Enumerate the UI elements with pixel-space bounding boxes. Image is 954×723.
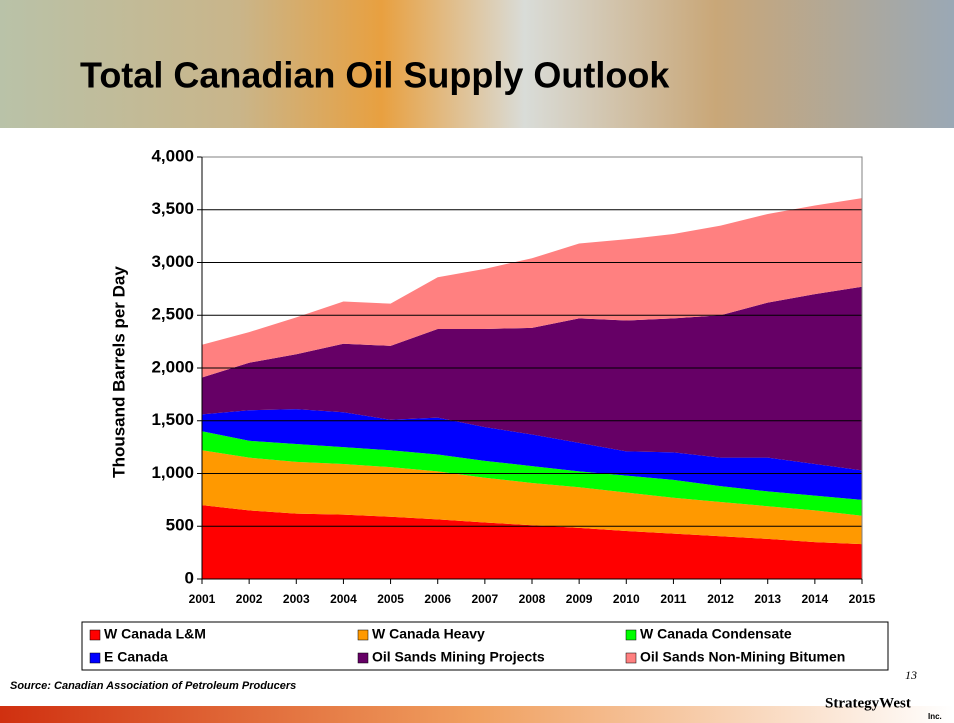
y-tick-label: 2,500 [151, 305, 194, 324]
x-tick-label: 2001 [189, 592, 216, 606]
x-tick-label: 2015 [849, 592, 876, 606]
x-tick-label: 2012 [707, 592, 734, 606]
y-tick-label: 2,000 [151, 357, 194, 376]
y-tick-label: 4,000 [151, 146, 194, 165]
logo-sub: Inc. [928, 712, 942, 721]
x-tick-label: 2006 [424, 592, 451, 606]
legend-swatch [625, 652, 637, 664]
legend-label: W Canada Condensate [640, 626, 792, 642]
footer-bar [0, 706, 954, 723]
y-tick-label: 1,500 [151, 410, 194, 429]
x-tick-label: 2003 [283, 592, 310, 606]
area [202, 286, 862, 471]
chart-title: Total Canadian Oil Supply Outlook [80, 55, 670, 96]
legend-swatch [357, 652, 369, 664]
x-tick-label: 2008 [519, 592, 546, 606]
x-tick-label: 2005 [377, 592, 404, 606]
legend-swatch [89, 629, 101, 641]
x-tick-label: 2007 [472, 592, 499, 606]
y-tick-label: 500 [166, 516, 194, 535]
x-tick-label: 2009 [566, 592, 593, 606]
y-axis-title: Thousand Barrels per Day [109, 266, 128, 478]
source-note: Source: Canadian Association of Petroleu… [10, 680, 296, 692]
area [202, 505, 862, 579]
area [202, 198, 862, 378]
legend-swatch [357, 629, 369, 641]
x-tick-label: 2004 [330, 592, 357, 606]
area [202, 409, 862, 500]
legend-swatch [89, 652, 101, 664]
legend-label: Oil Sands Mining Projects [372, 649, 545, 665]
x-tick-label: 2011 [660, 592, 686, 606]
logo: StrategyWest [825, 695, 911, 711]
x-tick-label: 2014 [802, 592, 829, 606]
x-tick-label: 2013 [754, 592, 781, 606]
legend-box [81, 621, 889, 671]
x-tick-label: 2002 [236, 592, 263, 606]
legend-label: W Canada Heavy [372, 626, 485, 642]
legend-label: W Canada L&M [104, 626, 206, 642]
y-tick-label: 1,000 [151, 463, 194, 482]
x-tick-label: 2010 [613, 592, 640, 606]
page-number: 13 [905, 668, 917, 682]
y-tick-label: 3,500 [151, 199, 194, 218]
legend-label: E Canada [104, 649, 168, 665]
legend-swatch [625, 629, 637, 641]
header-banner [0, 0, 954, 128]
y-tick-label: 3,000 [151, 252, 194, 271]
y-tick-label: 0 [185, 568, 194, 587]
legend-label: Oil Sands Non-Mining Bitumen [640, 649, 845, 665]
